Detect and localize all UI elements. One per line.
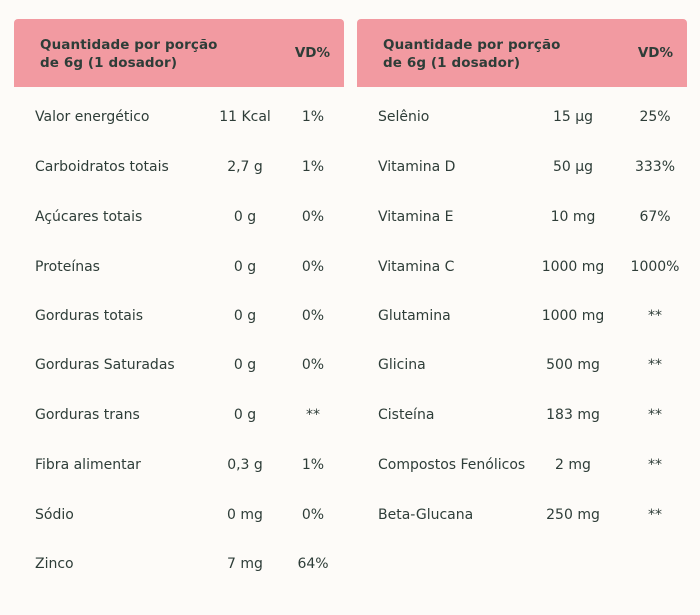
nutrient-name: Gorduras totais (35, 308, 144, 324)
nutrient-quantity: 0,3 g (227, 457, 263, 473)
table-row: Glicina 500 mg ** (357, 355, 687, 375)
table-row: Gorduras trans 0 g ** (14, 405, 344, 425)
nutrient-vd: 25% (639, 109, 671, 125)
nutrient-quantity: 7 mg (227, 556, 263, 572)
nutrition-table-left: Quantidade por porção de 6g (1 dosador) … (14, 19, 344, 572)
nutrient-name: Proteínas (35, 259, 100, 275)
nutrient-vd: 64% (297, 556, 329, 572)
table-row: Compostos Fenólicos 2 mg ** (357, 455, 687, 475)
nutrient-name: Sódio (35, 507, 74, 523)
vd-column-header: VD% (637, 45, 673, 61)
table-header: Quantidade por porção de 6g (1 dosador) … (14, 19, 344, 87)
nutrient-name: Cisteína (378, 407, 435, 423)
table-row: Fibra alimentar 0,3 g 1% (14, 455, 344, 475)
nutrient-vd: ** (648, 357, 662, 373)
table-row: Beta-Glucana 250 mg ** (357, 505, 687, 525)
table-row: Proteínas 0 g 0% (14, 257, 344, 277)
nutrient-quantity: 0 g (233, 357, 257, 373)
nutrient-name: Vitamina C (378, 259, 455, 275)
vd-column-header: VD% (294, 45, 330, 61)
nutrient-quantity: 0 mg (227, 507, 263, 523)
table-row: Gorduras totais 0 g 0% (14, 306, 344, 326)
table-row: Cisteína 183 mg ** (357, 405, 687, 425)
serving-size-label: Quantidade por porção de 6g (1 dosador) (40, 36, 240, 72)
nutrient-quantity: 0 g (233, 407, 257, 423)
nutrient-vd: 0% (301, 259, 325, 275)
nutrition-table-right: Quantidade por porção de 6g (1 dosador) … (357, 19, 687, 523)
nutrient-vd: 0% (301, 308, 325, 324)
nutrient-vd: 1000% (630, 259, 680, 275)
nutrient-name: Açúcares totais (35, 209, 143, 225)
table-row: Zinco 7 mg 64% (14, 554, 344, 574)
nutrient-vd: 333% (634, 159, 676, 175)
nutrient-vd: ** (648, 407, 662, 423)
serving-size-label: Quantidade por porção de 6g (1 dosador) (383, 36, 583, 72)
nutrient-quantity: 1000 mg (541, 259, 605, 275)
serving-size-line2: de 6g (1 dosador) (40, 55, 178, 71)
serving-size-line1: Quantidade por porção (383, 37, 561, 53)
nutrient-name: Fibra alimentar (35, 457, 141, 473)
nutrient-vd: 0% (301, 507, 325, 523)
nutrient-name: Zinco (35, 556, 74, 572)
nutrient-name: Glicina (378, 357, 426, 373)
serving-size-line1: Quantidade por porção (40, 37, 218, 53)
nutrient-name: Glutamina (378, 308, 451, 324)
nutrient-name: Vitamina E (378, 209, 454, 225)
table-row: Selênio 15 µg 25% (357, 107, 687, 127)
nutrient-quantity: 250 mg (546, 507, 600, 523)
table-row: Vitamina E 10 mg 67% (357, 207, 687, 227)
table-row: Vitamina C 1000 mg 1000% (357, 257, 687, 277)
table-row: Glutamina 1000 mg ** (357, 306, 687, 326)
nutrient-vd: 1% (301, 457, 325, 473)
nutrient-name: Gorduras trans (35, 407, 140, 423)
nutrient-name: Gorduras Saturadas (35, 357, 175, 373)
nutrient-quantity: 0 g (233, 308, 257, 324)
nutrient-name: Valor energético (35, 109, 150, 125)
nutrient-name: Selênio (378, 109, 430, 125)
nutrient-quantity: 10 mg (550, 209, 596, 225)
nutrient-name: Carboidratos totais (35, 159, 169, 175)
nutrient-vd: ** (306, 407, 320, 423)
nutrient-vd: ** (648, 457, 662, 473)
table-row: Valor energético 11 Kcal 1% (14, 107, 344, 127)
nutrient-quantity: 11 Kcal (219, 109, 271, 125)
table-row: Sódio 0 mg 0% (14, 505, 344, 525)
serving-size-line2: de 6g (1 dosador) (383, 55, 521, 71)
nutrient-vd: 1% (301, 159, 325, 175)
table-header: Quantidade por porção de 6g (1 dosador) … (357, 19, 687, 87)
table-row: Gorduras Saturadas 0 g 0% (14, 355, 344, 375)
nutrient-vd: 67% (639, 209, 671, 225)
nutrient-vd: ** (648, 507, 662, 523)
table-row: Carboidratos totais 2,7 g 1% (14, 157, 344, 177)
nutrient-quantity: 2,7 g (227, 159, 263, 175)
nutrient-quantity: 50 µg (552, 159, 594, 175)
nutrient-vd: 0% (301, 209, 325, 225)
nutrient-name: Compostos Fenólicos (378, 457, 526, 473)
nutrient-quantity: 183 mg (546, 407, 600, 423)
nutrient-name: Beta-Glucana (378, 507, 474, 523)
nutrient-quantity: 0 g (233, 209, 257, 225)
nutrient-vd: ** (648, 308, 662, 324)
nutrient-quantity: 500 mg (546, 357, 600, 373)
table-row: Vitamina D 50 µg 333% (357, 157, 687, 177)
nutrient-quantity: 2 mg (555, 457, 591, 473)
nutrient-quantity: 1000 mg (541, 308, 605, 324)
nutrient-quantity: 0 g (233, 259, 257, 275)
table-row: Açúcares totais 0 g 0% (14, 207, 344, 227)
nutrient-vd: 1% (301, 109, 325, 125)
nutrient-quantity: 15 µg (552, 109, 594, 125)
nutrient-name: Vitamina D (378, 159, 456, 175)
nutrient-vd: 0% (301, 357, 325, 373)
